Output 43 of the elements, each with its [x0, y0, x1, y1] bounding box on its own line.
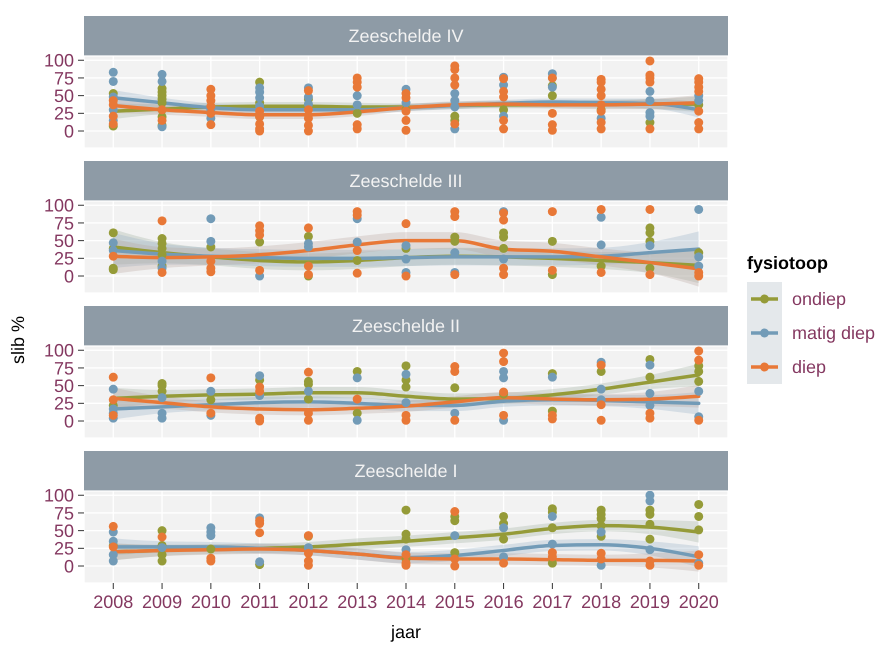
y-tick-label: 50 — [54, 376, 74, 396]
legend-title: fysiotoop — [747, 252, 829, 274]
chart-title: Zeeschelde I — [84, 451, 728, 491]
x-tick-label: 2011 — [240, 592, 279, 612]
x-tick-label: 2009 — [142, 592, 182, 612]
x-tick-label: 2010 — [190, 592, 231, 612]
y-tick-label: 0 — [64, 556, 74, 576]
x-tick-label: 2008 — [93, 592, 134, 612]
chart-title: Zeeschelde III — [84, 161, 728, 201]
y-tick-label: 100 — [44, 486, 74, 506]
x-tick-label: 2020 — [678, 592, 719, 612]
y-tick-label: 25 — [54, 538, 74, 559]
x-tick-label: 2016 — [484, 592, 524, 612]
y-tick-label: 50 — [54, 521, 74, 542]
legend-label: ondiep — [792, 288, 846, 310]
legend-label: diep — [792, 356, 826, 378]
y-axis-title: slib % — [7, 316, 29, 364]
y-tick-label: 25 — [54, 248, 74, 269]
x-tick-label: 2014 — [386, 592, 426, 612]
x-tick-label: 2017 — [532, 592, 572, 612]
x-axis-title: jaar — [390, 621, 422, 643]
y-tick-label: 50 — [54, 231, 74, 252]
y-tick-label: 0 — [64, 411, 74, 432]
y-tick-label: 75 — [54, 358, 74, 378]
x-tick-label: 2019 — [630, 592, 670, 612]
y-tick-label: 0 — [64, 121, 74, 142]
y-tick-label: 75 — [54, 68, 74, 88]
y-tick-label: 100 — [44, 196, 74, 216]
y-tick-label: 75 — [54, 503, 74, 524]
y-tick-label: 75 — [54, 213, 74, 234]
x-tick-label: 2018 — [581, 592, 622, 612]
x-tick-label: 2012 — [288, 592, 328, 612]
y-tick-label: 25 — [54, 104, 74, 124]
y-tick-label: 50 — [54, 86, 74, 106]
x-tick-label: 2013 — [337, 592, 378, 612]
y-tick-label: 25 — [54, 394, 74, 414]
y-tick-label: 0 — [64, 266, 74, 286]
x-tick-label: 2015 — [434, 592, 475, 612]
y-tick-label: 100 — [44, 50, 74, 71]
legend-label: matig diep — [792, 322, 876, 344]
chart-title: Zeeschelde IV — [84, 16, 728, 56]
y-tick-label: 100 — [44, 340, 74, 361]
chart-title: Zeeschelde II — [84, 306, 728, 346]
